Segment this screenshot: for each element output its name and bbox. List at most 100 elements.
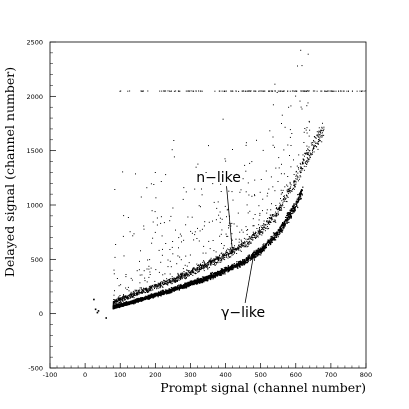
data-point <box>250 237 252 239</box>
data-point <box>221 252 223 254</box>
data-point <box>293 210 295 212</box>
data-point <box>187 283 190 285</box>
data-point <box>288 190 290 192</box>
data-point <box>230 253 232 255</box>
data-point <box>219 257 221 259</box>
data-point <box>286 217 288 219</box>
data-point <box>276 208 278 210</box>
data-point <box>287 144 289 146</box>
data-point <box>186 265 188 267</box>
data-point <box>161 235 163 237</box>
data-point <box>219 273 221 275</box>
data-point <box>277 209 279 211</box>
data-point <box>238 266 240 268</box>
data-point <box>188 271 190 273</box>
data-point <box>356 90 358 92</box>
data-point <box>247 260 249 263</box>
data-point <box>210 272 212 274</box>
data-point <box>158 293 160 296</box>
data-point <box>156 284 158 286</box>
data-point <box>259 90 261 92</box>
x-tick-label: 400 <box>219 371 231 379</box>
data-point <box>261 251 263 253</box>
data-point <box>290 208 292 210</box>
data-point <box>171 289 173 291</box>
data-point <box>264 230 266 232</box>
data-point <box>301 108 303 110</box>
data-point <box>199 268 201 270</box>
data-point <box>308 154 310 156</box>
data-point <box>315 143 317 144</box>
data-point <box>114 302 116 304</box>
data-point <box>320 132 322 134</box>
data-point <box>142 299 144 301</box>
data-point <box>196 238 198 239</box>
data-point <box>143 225 145 227</box>
data-point <box>193 272 195 274</box>
data-point <box>176 281 178 282</box>
data-point <box>193 268 195 270</box>
data-point <box>191 232 193 234</box>
data-point <box>234 249 236 251</box>
data-point <box>125 296 127 298</box>
data-point <box>265 247 267 249</box>
data-point <box>213 258 215 260</box>
data-point <box>298 196 300 198</box>
data-point <box>258 228 260 230</box>
data-point <box>319 140 321 142</box>
data-point <box>216 262 218 263</box>
data-point <box>252 239 254 241</box>
data-point <box>228 227 229 229</box>
data-point <box>160 222 162 224</box>
data-point <box>308 121 310 123</box>
data-point <box>231 266 233 268</box>
data-point <box>219 217 221 219</box>
data-point <box>207 267 209 269</box>
data-point <box>237 212 239 214</box>
data-point <box>208 275 210 277</box>
data-point <box>257 236 259 238</box>
data-point <box>137 300 139 302</box>
data-point <box>317 133 319 135</box>
data-point <box>142 292 144 294</box>
data-point <box>281 224 283 226</box>
data-point <box>128 297 130 299</box>
data-point <box>133 291 135 293</box>
data-point <box>299 170 301 172</box>
data-point <box>304 161 306 163</box>
data-point <box>131 292 133 294</box>
data-point <box>252 218 254 220</box>
data-point <box>153 284 155 286</box>
data-point <box>130 294 132 296</box>
data-point <box>293 204 295 207</box>
data-point <box>189 284 191 286</box>
data-point <box>243 245 244 247</box>
data-point <box>159 90 161 92</box>
data-point <box>185 224 187 226</box>
data-point <box>277 181 279 182</box>
data-point <box>266 220 268 222</box>
data-point <box>258 232 260 234</box>
data-point <box>286 213 288 215</box>
data-point <box>135 290 137 292</box>
data-point <box>121 305 123 307</box>
data-point <box>158 271 160 273</box>
data-point <box>115 244 117 245</box>
data-point <box>251 237 253 239</box>
data-point <box>113 306 115 309</box>
data-point <box>148 289 150 291</box>
data-point <box>162 281 164 283</box>
data-point <box>203 270 205 272</box>
data-point <box>270 209 272 211</box>
data-point <box>211 272 213 274</box>
data-point <box>167 279 169 281</box>
data-point <box>260 225 262 227</box>
data-point <box>164 281 166 282</box>
data-point <box>214 264 216 266</box>
data-point <box>188 270 190 271</box>
data-point <box>202 261 204 263</box>
data-point <box>175 289 177 291</box>
data-point <box>176 263 178 265</box>
data-point <box>171 287 173 289</box>
data-point <box>262 224 264 226</box>
